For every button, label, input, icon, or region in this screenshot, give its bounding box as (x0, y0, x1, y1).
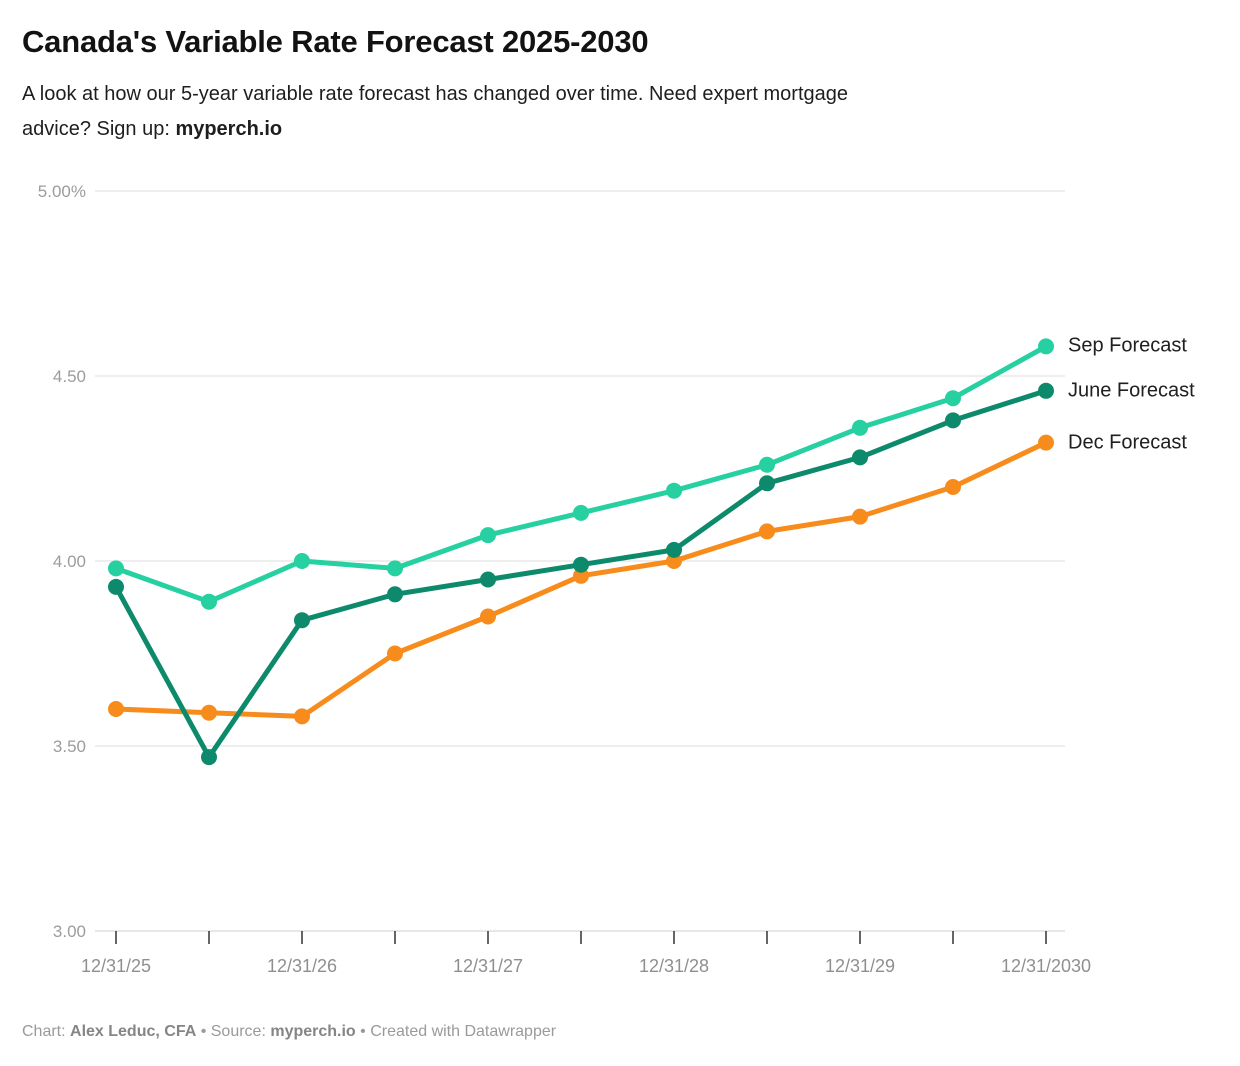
data-point-june-forecast[interactable] (201, 749, 217, 766)
data-point-dec-forecast[interactable] (666, 553, 682, 569)
legend-label-dec-forecast: Dec Forecast (1068, 431, 1187, 454)
x-tick-label: 12/31/29 (825, 956, 895, 976)
footer-source: myperch.io (270, 1023, 356, 1040)
legend-label-sep-forecast: Sep Forecast (1068, 334, 1187, 357)
data-point-sep-forecast[interactable] (108, 560, 124, 577)
data-point-dec-forecast[interactable] (201, 704, 217, 721)
data-point-sep-forecast[interactable] (480, 527, 496, 544)
x-tick-label: 12/31/27 (453, 956, 523, 976)
y-tick-label: 4.50 (53, 367, 86, 386)
data-point-sep-forecast[interactable] (1038, 338, 1054, 355)
legend-label-june-forecast: June Forecast (1068, 379, 1195, 402)
data-point-sep-forecast[interactable] (201, 593, 217, 610)
data-point-dec-forecast[interactable] (1038, 434, 1054, 451)
data-point-dec-forecast[interactable] (852, 508, 868, 525)
subtitle-text: A look at how our 5-year variable rate f… (22, 83, 849, 140)
data-point-dec-forecast[interactable] (759, 523, 775, 540)
y-tick-label: 3.00 (53, 922, 86, 941)
x-tick-label: 12/31/2030 (1001, 956, 1091, 976)
footer-chart-label: Chart: (22, 1023, 71, 1040)
x-tick-label: 12/31/25 (81, 956, 151, 976)
subtitle-brand: myperch.io (175, 118, 283, 140)
footer-separator: • Source: (196, 1023, 271, 1040)
data-point-dec-forecast[interactable] (387, 645, 403, 662)
data-point-june-forecast[interactable] (294, 612, 310, 629)
x-tick-label: 12/31/28 (639, 956, 709, 976)
data-point-june-forecast[interactable] (1038, 382, 1054, 399)
chart-subtitle: A look at how our 5-year variable rate f… (22, 77, 1192, 147)
footer-author: Alex Leduc, CFA (70, 1023, 197, 1040)
data-point-june-forecast[interactable] (945, 412, 961, 429)
data-point-june-forecast[interactable] (852, 449, 868, 466)
data-point-june-forecast[interactable] (387, 586, 403, 603)
data-point-june-forecast[interactable] (480, 571, 496, 588)
data-point-sep-forecast[interactable] (852, 419, 868, 436)
footer-credit: • Created with Datawrapper (355, 1023, 557, 1040)
chart-footer: Chart: Alex Leduc, CFA • Source: myperch… (22, 1023, 556, 1041)
data-point-sep-forecast[interactable] (945, 390, 961, 407)
y-tick-label: 5.00% (38, 182, 86, 201)
data-point-dec-forecast[interactable] (108, 701, 124, 717)
data-point-dec-forecast[interactable] (480, 608, 496, 625)
page-title: Canada's Variable Rate Forecast 2025-203… (22, 24, 649, 59)
data-point-sep-forecast[interactable] (759, 456, 775, 473)
y-tick-label: 3.50 (53, 737, 86, 756)
x-tick-label: 12/31/26 (267, 956, 337, 976)
data-point-sep-forecast[interactable] (666, 482, 682, 499)
chart-header: Canada's Variable Rate Forecast 2025-203… (22, 24, 1192, 147)
data-point-dec-forecast[interactable] (945, 479, 961, 495)
data-point-dec-forecast[interactable] (294, 708, 310, 725)
data-point-june-forecast[interactable] (573, 556, 589, 573)
data-point-june-forecast[interactable] (108, 578, 124, 595)
data-point-june-forecast[interactable] (759, 475, 775, 492)
data-point-sep-forecast[interactable] (294, 553, 310, 569)
data-point-sep-forecast[interactable] (387, 560, 403, 577)
y-tick-label: 4.00 (53, 552, 86, 571)
data-point-sep-forecast[interactable] (573, 504, 589, 521)
data-point-june-forecast[interactable] (666, 541, 682, 558)
data-point-dec-forecast[interactable] (573, 567, 589, 584)
